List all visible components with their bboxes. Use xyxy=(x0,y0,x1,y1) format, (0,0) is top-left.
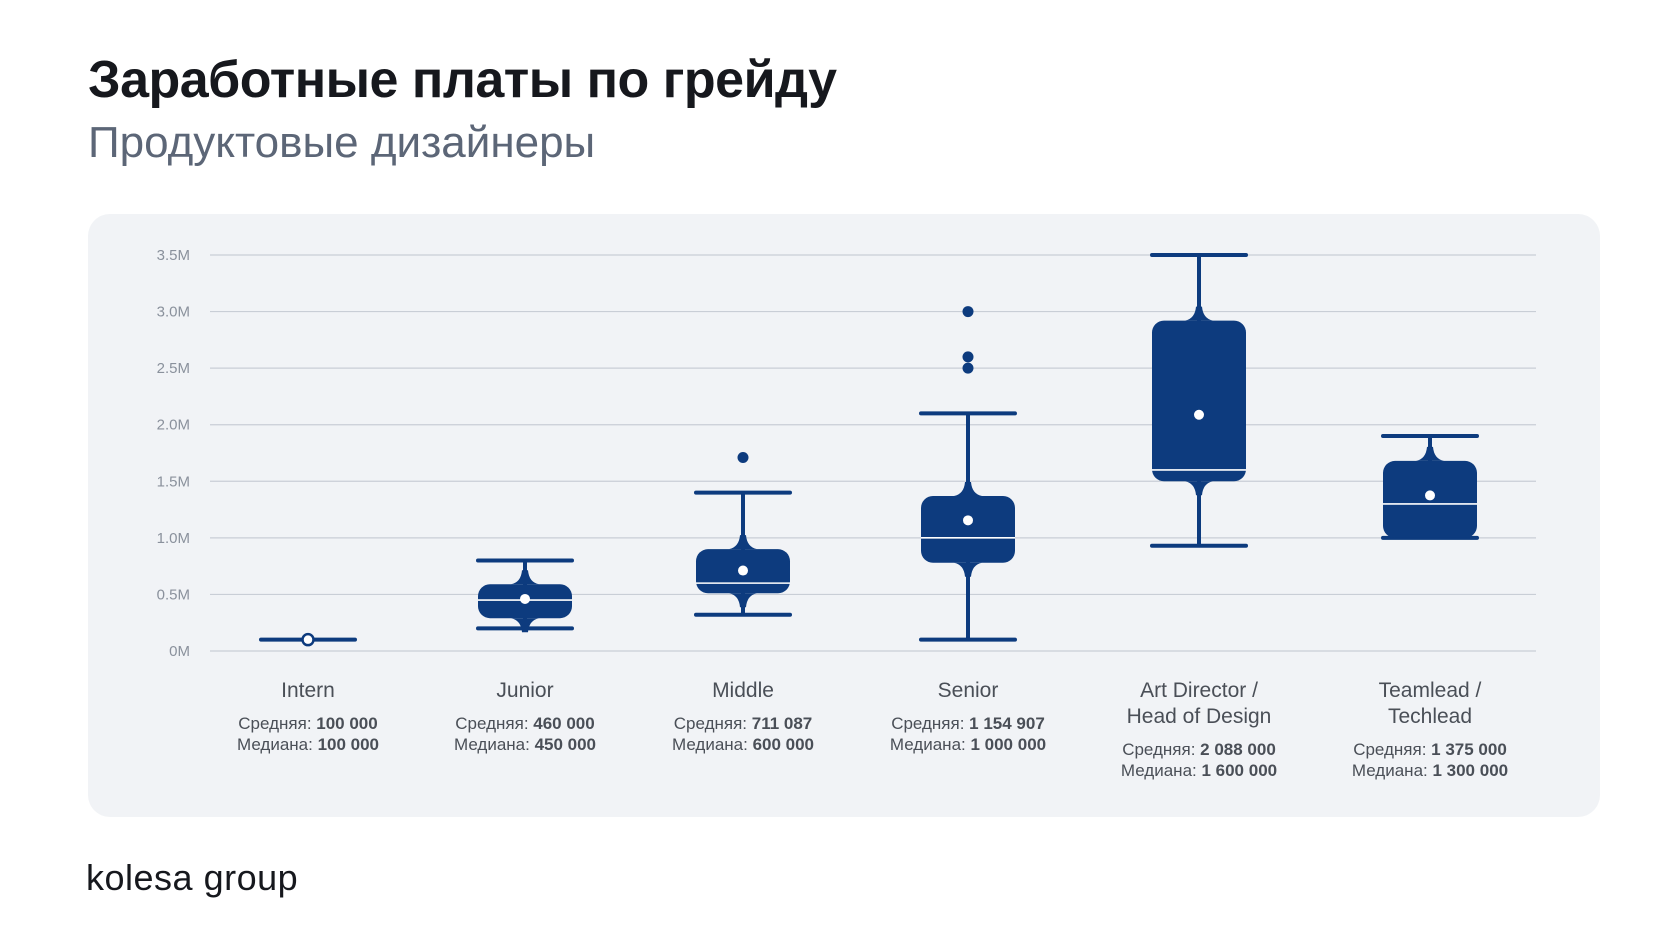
mean-stat-label: Средняя: 1 154 907 xyxy=(891,714,1045,733)
y-tick-label: 1.5M xyxy=(157,473,190,490)
median-stat-label: Медиана: 450 000 xyxy=(454,735,596,754)
mean-dot xyxy=(738,565,748,576)
median-stat-label: Медиана: 1 600 000 xyxy=(1121,761,1277,780)
page-title: Заработные платы по грейду xyxy=(88,51,837,109)
iqr-box xyxy=(1152,320,1246,482)
mean-dot xyxy=(963,515,973,526)
mean-stat-label: Средняя: 1 375 000 xyxy=(1353,740,1507,759)
y-tick-label: 3.5M xyxy=(157,247,190,264)
mean-dot xyxy=(301,632,315,647)
box-neck-top xyxy=(729,535,757,550)
category-label: Intern xyxy=(281,679,335,702)
median-stat-label: Медиана: 600 000 xyxy=(672,735,814,754)
box-neck-bottom xyxy=(954,562,982,577)
mean-stat-label: Средняя: 2 088 000 xyxy=(1122,740,1276,759)
company-logo: kolesa group xyxy=(86,857,299,898)
chart-card xyxy=(88,214,1600,817)
median-stat-label: Медиана: 1 300 000 xyxy=(1352,761,1508,780)
median-stat-label: Медиана: 1 000 000 xyxy=(890,735,1046,754)
category-label: Teamlead / xyxy=(1379,679,1482,702)
outlier-point xyxy=(737,452,749,464)
outlier-point xyxy=(962,362,974,374)
iqr-box xyxy=(921,495,1015,563)
category-label: Techlead xyxy=(1388,705,1472,728)
category-label: Senior xyxy=(938,679,999,702)
outlier-point xyxy=(962,351,974,363)
mean-dot xyxy=(1425,490,1435,501)
box-neck-top xyxy=(954,481,982,496)
mean-stat-label: Средняя: 711 087 xyxy=(674,714,813,733)
outlier-point xyxy=(962,306,974,318)
y-tick-label: 2.5M xyxy=(157,360,190,377)
category-label: Middle xyxy=(712,679,774,702)
y-tick-label: 2.0M xyxy=(157,417,190,434)
mean-stat-label: Средняя: 460 000 xyxy=(455,714,594,733)
y-tick-label: 3.0M xyxy=(157,304,190,321)
median-stat-label: Медиана: 100 000 xyxy=(237,735,379,754)
y-tick-label: 0.5M xyxy=(157,586,190,603)
box-neck-top xyxy=(1416,446,1444,461)
y-tick-label: 0M xyxy=(169,643,190,660)
category-label: Head of Design xyxy=(1127,705,1272,728)
y-tick-label: 1.0M xyxy=(157,530,190,547)
box-neck-top xyxy=(1185,306,1213,321)
mean-dot xyxy=(1194,409,1204,420)
box-neck-bottom xyxy=(1185,481,1213,496)
category-label: Junior xyxy=(496,679,553,702)
box-neck-bottom xyxy=(511,618,539,633)
box-neck-bottom xyxy=(729,593,757,608)
mean-dot xyxy=(520,593,530,604)
page-subtitle: Продуктовые дизайнеры xyxy=(88,118,596,167)
box-neck-top xyxy=(511,570,539,585)
mean-stat-label: Средняя: 100 000 xyxy=(238,714,377,733)
category-label: Art Director / xyxy=(1140,679,1258,702)
